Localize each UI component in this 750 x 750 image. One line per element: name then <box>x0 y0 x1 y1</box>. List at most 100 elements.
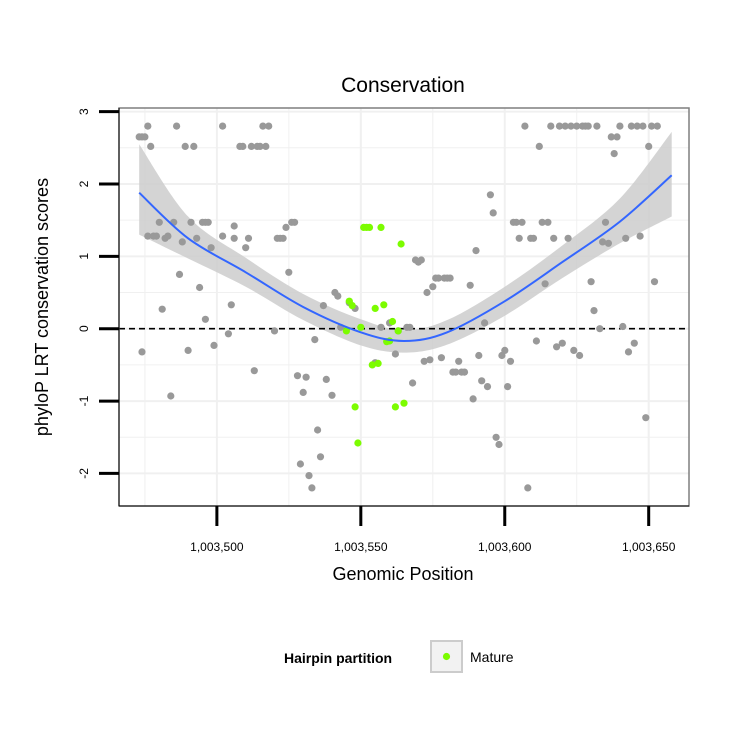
point-other-83 <box>420 357 428 365</box>
point-other-132 <box>564 234 572 242</box>
y-tick-label-0: -2 <box>77 468 91 479</box>
point-other-66 <box>328 391 336 399</box>
point-mature-2 <box>348 302 356 310</box>
point-other-15 <box>173 122 181 130</box>
point-mature-4 <box>354 439 362 447</box>
point-other-131 <box>561 122 569 130</box>
point-other-136 <box>576 351 584 360</box>
point-other-108 <box>495 440 503 449</box>
point-other-35 <box>230 234 238 242</box>
point-other-2 <box>141 133 149 141</box>
y-axis-title: phyloP LRT conservation scores <box>32 178 52 436</box>
point-other-22 <box>193 234 201 242</box>
point-other-100 <box>472 247 480 255</box>
point-other-114 <box>512 218 520 226</box>
chart-title: Conservation <box>341 74 465 97</box>
point-other-123 <box>538 218 546 226</box>
smooth-fit-line <box>138 174 673 343</box>
point-other-161 <box>648 122 656 130</box>
point-other-159 <box>642 414 650 422</box>
point-other-145 <box>601 218 610 226</box>
point-other-63 <box>316 453 325 461</box>
point-other-27 <box>204 218 212 226</box>
point-other-99 <box>469 395 477 403</box>
point-other-26 <box>201 315 209 323</box>
point-other-58 <box>302 373 310 381</box>
point-other-54 <box>291 218 299 226</box>
point-other-40 <box>247 142 255 150</box>
point-other-111 <box>504 383 512 391</box>
series-other <box>135 122 661 492</box>
point-mature-17 <box>391 403 399 411</box>
x-axis: 1,003,500 1,003,550 1,003,600 1,003,650 <box>119 505 689 554</box>
point-other-13 <box>167 392 175 400</box>
legend-title: Hairpin partition <box>284 650 392 666</box>
point-other-141 <box>590 307 598 315</box>
point-mature-16 <box>388 317 397 326</box>
y-tick-label-2: 0 <box>77 325 91 332</box>
point-other-101 <box>475 351 483 360</box>
point-other-125 <box>544 218 552 226</box>
point-other-117 <box>521 122 529 130</box>
point-other-140 <box>587 278 595 286</box>
smooth-line-layer <box>138 174 673 343</box>
point-other-89 <box>437 354 445 362</box>
point-other-94 <box>452 368 460 376</box>
point-other-107 <box>492 433 500 441</box>
point-other-118 <box>524 484 532 492</box>
point-other-28 <box>207 244 215 252</box>
point-other-57 <box>299 388 307 396</box>
point-other-30 <box>219 122 227 130</box>
point-other-17 <box>178 238 186 246</box>
point-other-162 <box>650 278 659 286</box>
point-other-41 <box>250 367 258 375</box>
point-other-102 <box>478 377 486 385</box>
point-mature-11 <box>374 359 382 367</box>
y-tick-label-5: 3 <box>77 108 91 115</box>
point-other-128 <box>553 343 561 351</box>
point-other-23 <box>196 283 204 292</box>
point-other-135 <box>573 122 581 130</box>
legend-key-box <box>430 640 463 673</box>
point-other-34 <box>230 222 238 230</box>
point-other-121 <box>532 337 541 345</box>
confidence-ribbon <box>139 131 672 353</box>
point-other-157 <box>636 232 644 240</box>
x-tick-label-1: 1,003,550 <box>334 540 388 554</box>
point-other-142 <box>593 122 601 130</box>
point-other-95 <box>455 357 463 365</box>
y-tick-label-4: 2 <box>77 180 91 187</box>
point-other-130 <box>558 339 566 347</box>
point-other-20 <box>187 218 195 226</box>
point-other-43 <box>256 142 264 150</box>
point-other-106 <box>489 209 497 217</box>
point-other-6 <box>144 232 152 240</box>
point-other-51 <box>282 223 290 231</box>
point-other-10 <box>158 305 166 313</box>
point-other-86 <box>429 283 437 291</box>
point-other-105 <box>486 191 494 199</box>
point-other-60 <box>308 484 316 492</box>
y-tick-label-1: -1 <box>77 395 91 406</box>
point-other-112 <box>506 357 515 365</box>
point-other-16 <box>175 270 184 278</box>
point-other-18 <box>181 142 189 150</box>
point-other-129 <box>555 122 564 130</box>
point-mature-3 <box>351 403 359 411</box>
point-other-75 <box>391 350 399 358</box>
point-other-160 <box>645 142 653 150</box>
point-other-64 <box>319 302 327 310</box>
point-other-104 <box>483 383 492 391</box>
point-other-122 <box>535 142 543 150</box>
data-points <box>135 122 661 492</box>
point-other-56 <box>296 460 304 468</box>
point-other-61 <box>311 336 319 344</box>
point-other-150 <box>616 122 624 130</box>
point-other-38 <box>242 244 250 252</box>
point-other-9 <box>155 218 163 226</box>
point-other-84 <box>423 288 431 297</box>
point-other-88 <box>434 274 443 282</box>
point-other-163 <box>653 122 661 130</box>
